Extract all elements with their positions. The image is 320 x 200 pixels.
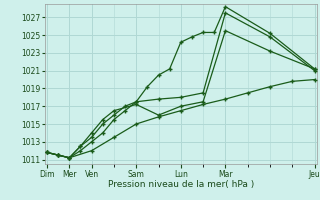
- X-axis label: Pression niveau de la mer( hPa ): Pression niveau de la mer( hPa ): [108, 180, 254, 189]
